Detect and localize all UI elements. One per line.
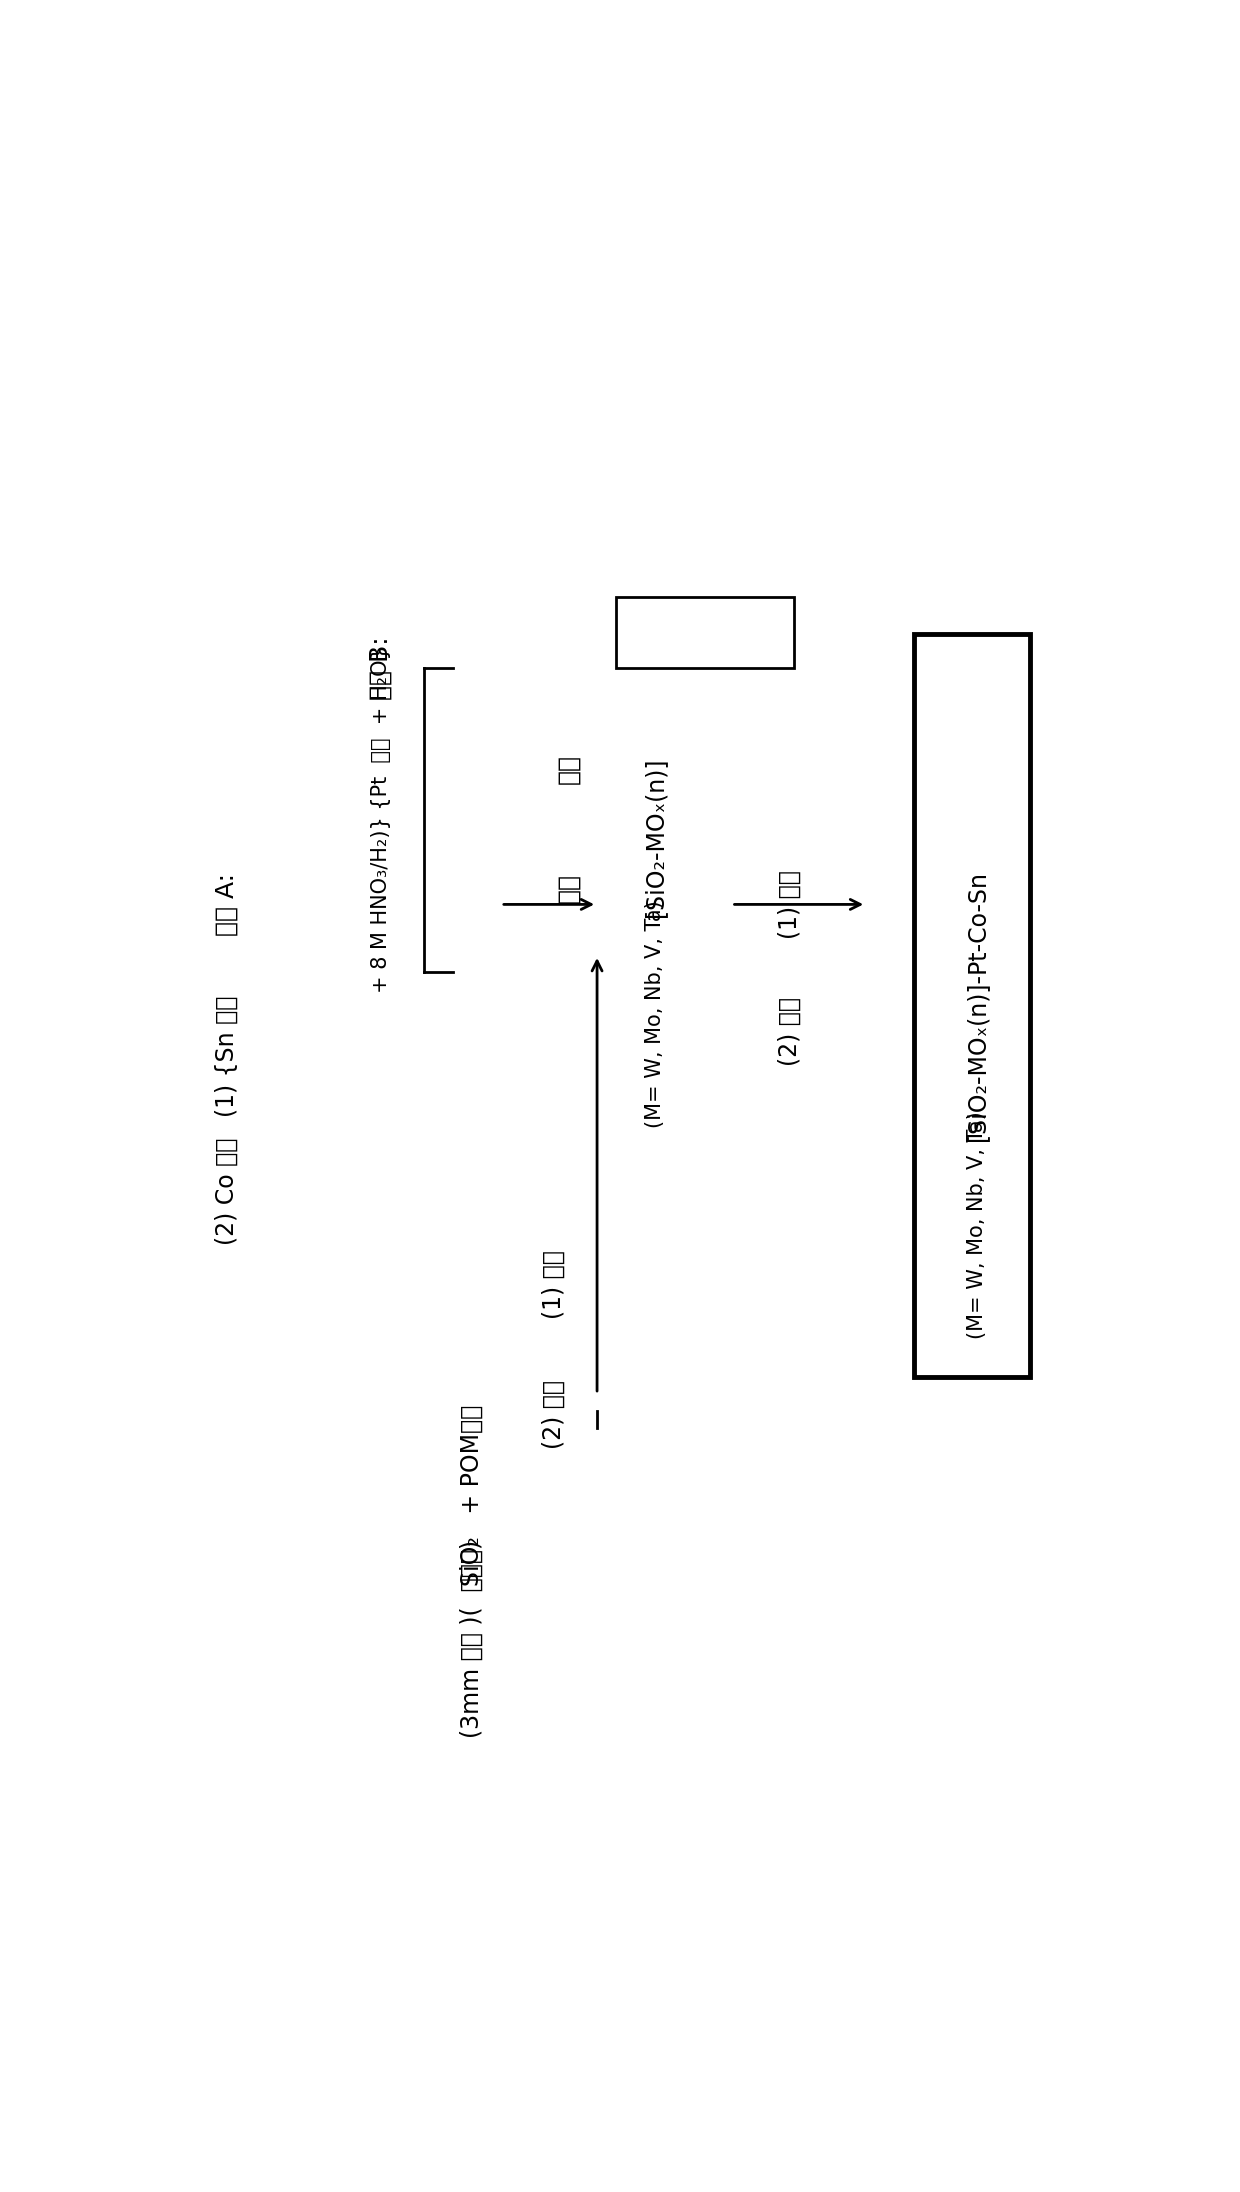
Text: SiO₂   + POM前体: SiO₂ + POM前体 bbox=[460, 1405, 484, 1585]
Text: + 8 M HNO₃/H₂)} {Pt  前体  + H₂O}: + 8 M HNO₃/H₂)} {Pt 前体 + H₂O} bbox=[371, 647, 391, 993]
Text: [SiO₂-MOₓ(n)]: [SiO₂-MOₓ(n)] bbox=[642, 756, 667, 916]
Text: (1) 干燥: (1) 干燥 bbox=[542, 1249, 565, 1320]
Text: (1) {Sn 前体: (1) {Sn 前体 bbox=[215, 995, 239, 1118]
Text: (2) Co 前体: (2) Co 前体 bbox=[215, 1138, 239, 1245]
Text: (2) 锻烧: (2) 锻烧 bbox=[777, 997, 801, 1065]
Text: 浸渍: 浸渍 bbox=[557, 754, 580, 785]
Text: (1) 干燥: (1) 干燥 bbox=[777, 870, 801, 938]
Text: [SiO₂-MOₓ(n)]-Pt-Co-Sn: [SiO₂-MOₓ(n)]-Pt-Co-Sn bbox=[965, 870, 988, 1140]
Bar bbox=[616, 596, 794, 669]
Text: 溶液 B:: 溶液 B: bbox=[368, 636, 393, 699]
Text: 溶液 A:: 溶液 A: bbox=[215, 872, 239, 936]
Text: (M= W, Mo, Nb, V, Ta): (M= W, Mo, Nb, V, Ta) bbox=[645, 901, 665, 1129]
Text: 溶液: 溶液 bbox=[557, 872, 580, 903]
Text: (M= W, Mo, Nb, V, Ta): (M= W, Mo, Nb, V, Ta) bbox=[967, 1111, 987, 1339]
Bar bbox=[914, 633, 1029, 1377]
Text: (3mm 丸粒 )(  水溶液): (3mm 丸粒 )( 水溶液) bbox=[460, 1539, 484, 1738]
Text: (2) 锻烧: (2) 锻烧 bbox=[542, 1379, 565, 1449]
